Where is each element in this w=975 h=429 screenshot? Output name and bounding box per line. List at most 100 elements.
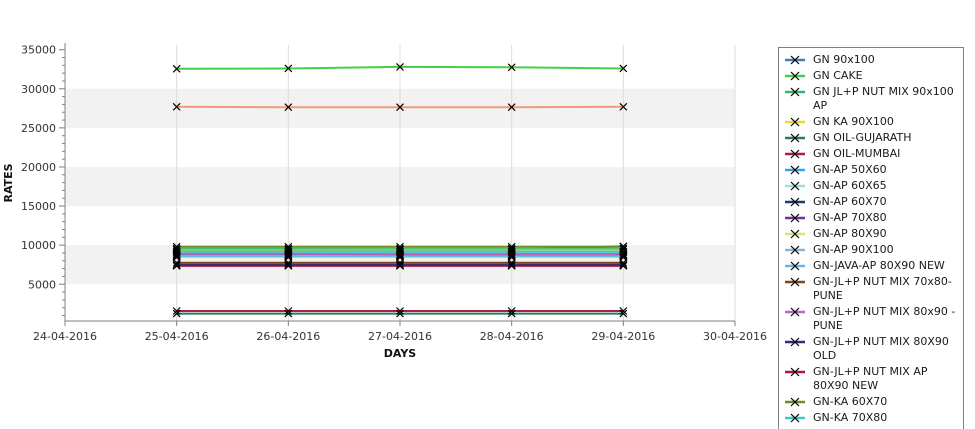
series-marker-icon bbox=[785, 245, 805, 255]
legend-item-label: GN JL+P NUT MIX 90x100 AP bbox=[813, 85, 954, 112]
x-marker-icon bbox=[172, 102, 181, 111]
x-marker-icon bbox=[619, 102, 628, 111]
x-marker-icon bbox=[284, 261, 293, 270]
legend-item: GN-JL+P NUT MIX 70x80-PUNE bbox=[784, 275, 958, 303]
rates-line-chart: 5000 10000 15000 20000 25000 30000 35000 24-04-… bbox=[2, 43, 767, 360]
x-axis-title: DAYS bbox=[384, 347, 417, 360]
legend-item: GN-AP 60X70 bbox=[784, 195, 958, 209]
legend-item-label: GN KA 90X100 bbox=[813, 115, 894, 128]
legend-item-label: GN-AP 50X60 bbox=[813, 163, 887, 176]
legend-item: GN-KA 80X90 bbox=[784, 427, 958, 429]
x-marker-icon bbox=[619, 247, 628, 256]
legend-item-label: GN-KA 70X80 bbox=[813, 411, 888, 424]
x-marker-icon bbox=[396, 307, 404, 315]
x-marker-icon bbox=[396, 261, 404, 270]
x-marker-icon bbox=[507, 247, 516, 256]
x-tick-label: 24-04-2016 bbox=[33, 330, 97, 343]
series-marker-icon bbox=[785, 413, 805, 423]
legend-item-label: GN-AP 90X100 bbox=[813, 243, 894, 256]
chart-legend: GN 90x100 GN CAKE GN JL+P NUT MIX 90x100 A… bbox=[778, 47, 964, 429]
legend-item: GN-JL+P NUT MIX AP 80X90 NEW bbox=[784, 365, 958, 393]
legend-item: GN-KA 60X70 bbox=[784, 395, 958, 409]
x-marker-icon bbox=[396, 247, 404, 256]
x-marker-icon bbox=[396, 103, 404, 112]
legend-item-label: GN-KA 60X70 bbox=[813, 395, 888, 408]
x-marker-icon bbox=[284, 247, 293, 256]
series-marker-icon bbox=[785, 181, 805, 191]
legend-item-label: GN-AP 70X80 bbox=[813, 211, 887, 224]
y-tick-label: 5000 bbox=[28, 278, 56, 291]
legend-item-label: GN-JAVA-AP 80X90 NEW bbox=[813, 259, 945, 272]
y-tick-label: 25000 bbox=[21, 122, 56, 135]
legend-item: GN-AP 90X100 bbox=[784, 243, 958, 257]
x-marker-icon bbox=[284, 64, 293, 73]
legend-item: GN 90x100 bbox=[784, 53, 958, 67]
x-marker-icon bbox=[396, 258, 404, 267]
y-tick-label: 35000 bbox=[21, 44, 56, 57]
x-marker-icon bbox=[172, 261, 181, 270]
y-tick-label: 30000 bbox=[21, 83, 56, 96]
x-marker-icon bbox=[619, 245, 628, 254]
legend-item: GN-JL+P NUT MIX 80X90 OLD bbox=[784, 335, 958, 363]
legend-item-label: GN-JL+P NUT MIX 80X90 OLD bbox=[813, 335, 949, 362]
legend-item-label: GN-JL+P NUT MIX 80x90 - PUNE bbox=[813, 305, 956, 332]
x-marker-icon bbox=[507, 103, 516, 112]
legend-item: GN-JL+P NUT MIX 80x90 - PUNE bbox=[784, 305, 958, 333]
x-tick-label: 29-04-2016 bbox=[591, 330, 655, 343]
legend-item: GN-KA 70X80 bbox=[784, 411, 958, 425]
legend-item-label: GN-AP 80X90 bbox=[813, 227, 887, 240]
x-marker-icon bbox=[396, 245, 404, 254]
x-marker-icon bbox=[172, 260, 181, 269]
y-tick-label: 15000 bbox=[21, 200, 56, 213]
x-tick-label: 26-04-2016 bbox=[256, 330, 320, 343]
series-marker-icon bbox=[785, 307, 805, 317]
series-marker-icon bbox=[785, 133, 805, 143]
legend-item-label: GN-KA 80X90 bbox=[813, 427, 887, 429]
series-marker-icon bbox=[785, 397, 805, 407]
x-marker-icon bbox=[284, 245, 293, 254]
series-marker-icon bbox=[785, 197, 805, 207]
legend-item: GN-AP 80X90 bbox=[784, 227, 958, 241]
legend-item: GN-JAVA-AP 80X90 NEW bbox=[784, 259, 958, 273]
x-marker-icon bbox=[172, 64, 181, 73]
series-marker-icon bbox=[785, 55, 805, 65]
legend-item: GN-AP 70X80 bbox=[784, 211, 958, 225]
x-marker-icon bbox=[619, 261, 628, 270]
legend-item: GN OIL-MUMBAI bbox=[784, 147, 958, 161]
series-marker-icon bbox=[785, 261, 805, 271]
legend-item-label: GN CAKE bbox=[813, 69, 863, 82]
series-marker-icon bbox=[785, 367, 805, 377]
x-marker-icon bbox=[284, 307, 293, 315]
y-tick-label: 10000 bbox=[21, 239, 56, 252]
legend-item-label: GN-JL+P NUT MIX 70x80-PUNE bbox=[813, 275, 952, 302]
y-tick-label: 20000 bbox=[21, 161, 56, 174]
series-marker-icon bbox=[785, 229, 805, 239]
legend-item-label: GN 90x100 bbox=[813, 53, 875, 66]
series-marker-icon bbox=[785, 213, 805, 223]
y-axis-title: RATES bbox=[2, 163, 15, 202]
x-marker-icon bbox=[284, 258, 293, 267]
x-marker-icon bbox=[619, 307, 628, 315]
x-marker-icon bbox=[507, 309, 516, 318]
x-marker-icon bbox=[507, 258, 516, 267]
x-marker-icon bbox=[619, 260, 628, 269]
series-marker-icon bbox=[785, 117, 805, 127]
x-marker-icon bbox=[507, 245, 516, 254]
x-marker-icon bbox=[172, 258, 181, 267]
legend-item-label: GN OIL-GUJARATH bbox=[813, 131, 912, 144]
x-tick-label: 28-04-2016 bbox=[480, 330, 544, 343]
legend-item: GN OIL-GUJARATH bbox=[784, 131, 958, 145]
series-marker-icon bbox=[785, 277, 805, 287]
x-tick-label: 30-04-2016 bbox=[703, 330, 767, 343]
legend-item-label: GN-JL+P NUT MIX AP 80X90 NEW bbox=[813, 365, 928, 392]
x-marker-icon bbox=[172, 309, 181, 318]
legend-item: GN KA 90X100 bbox=[784, 115, 958, 129]
x-tick-label: 27-04-2016 bbox=[368, 330, 432, 343]
x-marker-icon bbox=[284, 103, 293, 112]
x-tick-label: 25-04-2016 bbox=[145, 330, 209, 343]
x-marker-icon bbox=[507, 63, 516, 72]
x-marker-icon bbox=[619, 258, 628, 267]
series-marker-icon bbox=[785, 337, 805, 347]
x-marker-icon bbox=[284, 309, 293, 318]
